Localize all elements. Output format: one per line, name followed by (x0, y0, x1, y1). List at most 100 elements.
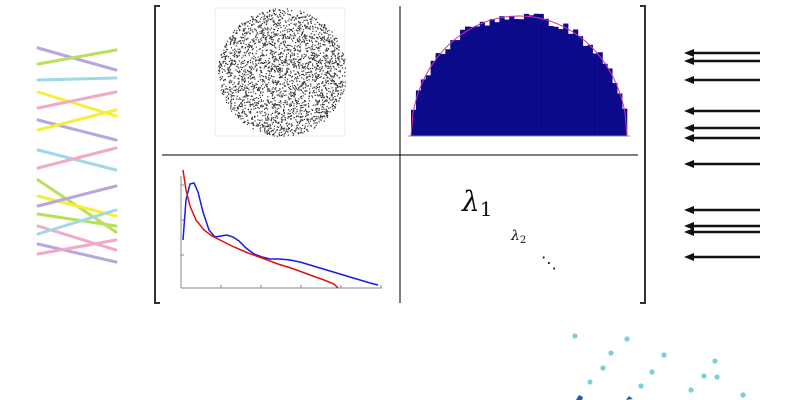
scatter-point (304, 63, 307, 65)
crossing-line (36, 148, 118, 172)
scatter-point (290, 93, 292, 95)
scatter-point (255, 39, 257, 41)
scatter-point (283, 115, 285, 117)
scatter-point (242, 40, 244, 42)
scatter-point (224, 65, 226, 67)
scatter-point (266, 15, 268, 18)
scatter-point (307, 103, 310, 105)
scatter-point (282, 41, 284, 43)
scatter-point (303, 53, 305, 55)
scatter-point (278, 80, 280, 82)
scatter-point (342, 84, 344, 86)
scatter-point (342, 91, 344, 93)
scatter-point (287, 103, 289, 105)
scatter-point (286, 25, 288, 27)
scatter-point (245, 113, 247, 115)
scatter-point (324, 55, 326, 57)
scatter-point (261, 123, 263, 125)
scatter-point (251, 39, 253, 41)
scatter-point (232, 49, 234, 51)
scatter-point (326, 96, 328, 98)
histogram-bar (425, 75, 431, 136)
histogram-bar (484, 25, 490, 136)
scatter-point (279, 68, 281, 70)
scatter-point (319, 23, 321, 25)
scatter-point (309, 19, 311, 21)
scatter-point (253, 23, 255, 25)
scatter-point (287, 128, 289, 130)
scatter-point (316, 101, 318, 103)
scatter-point (326, 89, 328, 91)
scatter-point (281, 119, 283, 122)
scatter-point (280, 91, 282, 93)
scatter-point (305, 116, 307, 118)
scatter-point (301, 16, 303, 18)
scatter-point (338, 45, 340, 47)
scatter-point (278, 9, 280, 11)
scatter-point (289, 34, 291, 36)
scatter-point (274, 29, 276, 31)
scatter-point (272, 68, 274, 70)
scatter-point (240, 103, 242, 105)
scatter-point (239, 97, 241, 99)
scatter-point (259, 32, 261, 35)
scatter-point (324, 32, 326, 34)
scatter-point (286, 62, 288, 64)
scatter-point (269, 131, 271, 133)
scatter-point (296, 127, 299, 129)
scatter-point (233, 86, 235, 88)
scatter-point (301, 110, 303, 112)
scatter-point (319, 115, 322, 117)
scatter-point (263, 55, 265, 57)
scatter-point (338, 83, 340, 85)
scatter-point (227, 67, 229, 69)
scatter-point (301, 102, 303, 104)
scatter-point (333, 92, 335, 94)
scatter-point (271, 103, 273, 105)
scatter-point (226, 49, 228, 51)
scatter-point (221, 89, 223, 91)
scatter-point (218, 66, 220, 68)
scatter-point (261, 37, 263, 39)
scatter-point (324, 64, 327, 66)
scatter-point (244, 79, 246, 81)
diagonal-dots: ⋱ (541, 253, 557, 272)
scatter-point (303, 70, 305, 72)
scatter-point (297, 87, 300, 89)
scatter-point (244, 35, 246, 37)
scatter-point (334, 105, 336, 108)
scatter-point (275, 66, 277, 68)
scatter-point (281, 12, 283, 14)
scatter-point (224, 60, 226, 63)
scatter-point (287, 112, 289, 114)
scatter-point (291, 115, 293, 117)
grid-dot (661, 352, 667, 358)
scatter-point (283, 113, 285, 115)
grid-dot (688, 387, 694, 393)
scatter-point (241, 115, 243, 117)
scatter-point (294, 90, 297, 92)
scatter-point (314, 119, 316, 121)
scatter-point (308, 58, 310, 60)
scatter-point (330, 83, 332, 85)
scatter-point (254, 42, 256, 44)
scatter-point (237, 108, 240, 110)
scatter-point (259, 48, 261, 50)
scatter-point (335, 61, 337, 63)
scatter-point (327, 114, 329, 117)
histogram-bar (450, 40, 456, 136)
scatter-point (326, 39, 328, 41)
scatter-point (323, 52, 325, 54)
scatter-point (260, 92, 262, 94)
scatter-point (279, 124, 282, 126)
scatter-point (268, 57, 270, 60)
scatter-point (335, 59, 337, 62)
scatter-point (280, 94, 282, 96)
scatter-point (294, 93, 296, 95)
scatter-point (317, 65, 319, 67)
scatter-point (286, 125, 288, 127)
scatter-point (250, 59, 252, 61)
scatter-point (250, 71, 253, 73)
scatter-point (284, 76, 286, 78)
scatter-point (225, 62, 227, 64)
